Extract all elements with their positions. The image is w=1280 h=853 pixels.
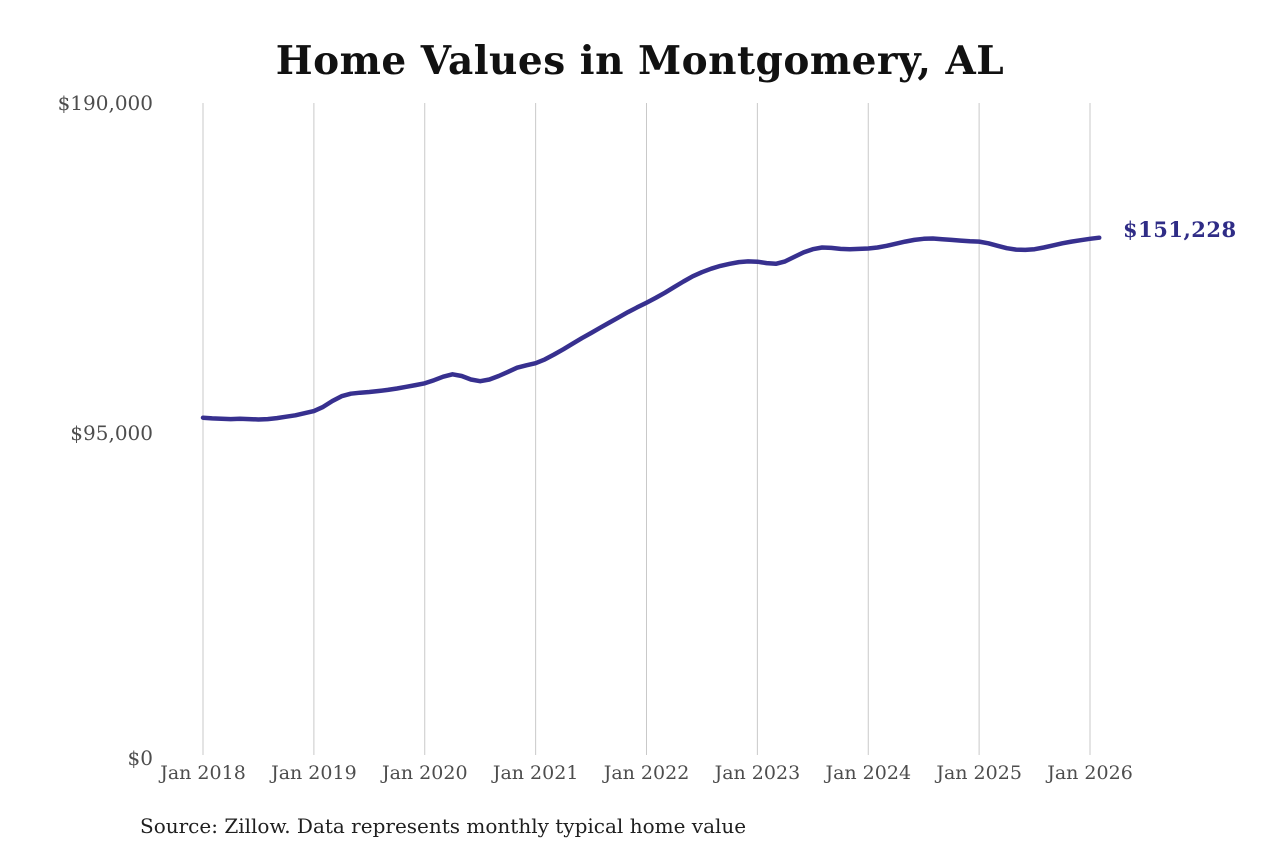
x-tick-label: Jan 2026 bbox=[1047, 762, 1133, 784]
y-tick-label-0: $0 bbox=[127, 746, 153, 770]
x-tick-label: Jan 2018 bbox=[160, 762, 246, 784]
year-gridlines bbox=[202, 103, 1091, 755]
home-value-line bbox=[200, 235, 1102, 422]
x-tick-label: Jan 2021 bbox=[492, 762, 579, 784]
x-tick-label: Jan 2019 bbox=[271, 762, 357, 784]
x-tick-label: Jan 2023 bbox=[714, 762, 801, 784]
source-note: Source: Zillow. Data represents monthly … bbox=[140, 814, 747, 838]
y-tick-label-190000: $190,000 bbox=[57, 91, 153, 115]
x-tick-label: Jan 2024 bbox=[825, 762, 912, 784]
x-tick-label: Jan 2025 bbox=[936, 762, 1022, 784]
x-tick-label: Jan 2022 bbox=[603, 762, 690, 784]
chart-title: Home Values in Montgomery, AL bbox=[275, 38, 1005, 84]
y-tick-label-95000: $95,000 bbox=[70, 421, 153, 445]
x-tick-label: Jan 2020 bbox=[381, 762, 468, 784]
end-value-label: $151,228 bbox=[1123, 217, 1237, 242]
